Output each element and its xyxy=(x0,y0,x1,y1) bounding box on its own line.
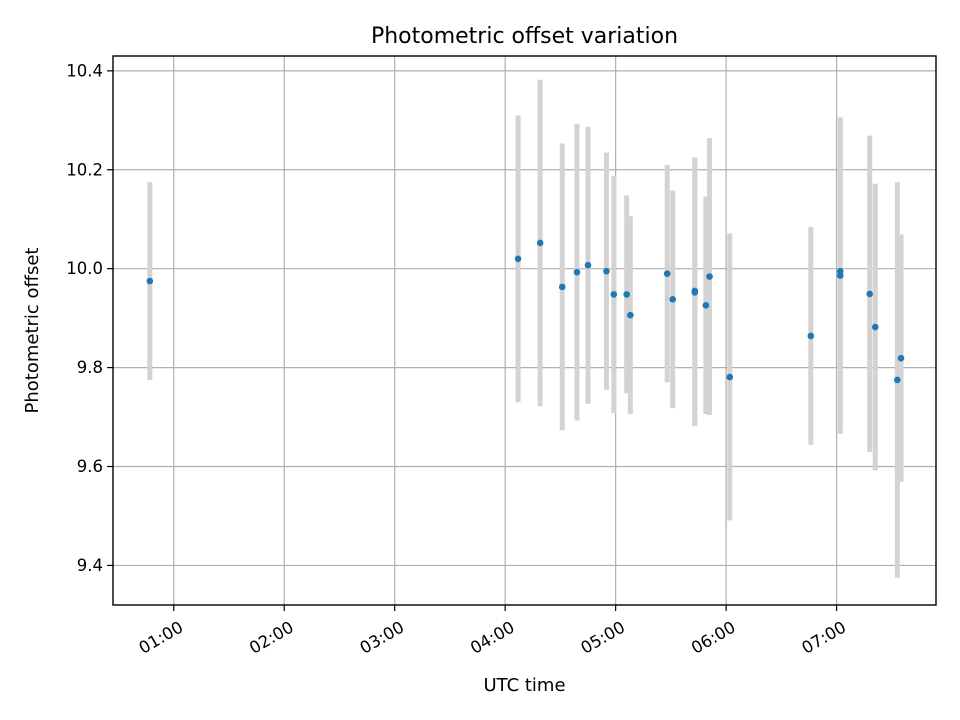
y-axis-label: Photometric offset xyxy=(22,248,43,414)
data-point xyxy=(894,376,901,384)
x-axis-label: UTC time xyxy=(483,675,565,696)
data-point xyxy=(807,332,815,340)
data-point xyxy=(623,291,630,298)
data-point xyxy=(691,289,699,296)
x-tick-label: 03:00 xyxy=(357,617,408,657)
y-tick-label: 9.6 xyxy=(77,457,103,476)
plot-frame xyxy=(112,55,937,606)
data-point xyxy=(610,291,618,298)
errorbar-layer xyxy=(147,79,904,578)
y-tick-label: 10.4 xyxy=(66,61,103,80)
x-tick-label: 06:00 xyxy=(688,617,739,657)
data-point xyxy=(514,255,522,263)
data-point xyxy=(669,296,677,303)
chart-title: Photometric offset variation xyxy=(371,24,678,49)
x-tick-label: 05:00 xyxy=(578,617,629,657)
data-point xyxy=(897,354,905,362)
data-point xyxy=(663,270,671,277)
data-point xyxy=(536,239,544,247)
data-point xyxy=(866,290,874,298)
data-point xyxy=(573,268,581,276)
data-point xyxy=(871,323,879,331)
data-point xyxy=(726,373,734,381)
data-point xyxy=(558,283,566,291)
data-point xyxy=(627,311,634,319)
x-tick-label: 04:00 xyxy=(467,617,518,657)
x-tick-label: 07:00 xyxy=(798,617,849,657)
y-tick-label: 10.2 xyxy=(66,160,103,179)
y-tick-label: 9.8 xyxy=(77,358,103,377)
x-tick-label: 02:00 xyxy=(246,617,297,657)
y-tick-label: 9.4 xyxy=(77,556,103,575)
data-point xyxy=(603,267,610,275)
data-point xyxy=(706,273,713,280)
point-layer xyxy=(146,239,905,384)
data-point xyxy=(702,301,710,309)
data-point xyxy=(584,261,592,269)
data-point xyxy=(146,277,154,285)
data-point xyxy=(836,272,844,279)
y-tick-label: 10.0 xyxy=(66,259,103,278)
x-tick-label: 01:00 xyxy=(136,617,187,657)
